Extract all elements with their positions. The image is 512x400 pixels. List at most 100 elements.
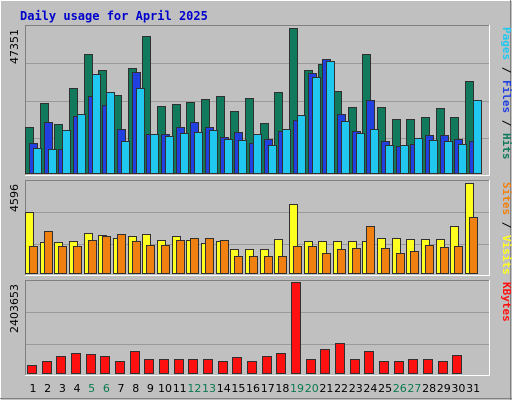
legend-entry: Hits [500, 133, 512, 160]
panel-usage: 47351 Pages / Files / Hits [8, 25, 512, 176]
bar-sites-day-28 [425, 245, 434, 274]
x-tick-label-day-23: 23 [349, 382, 363, 395]
bar-pages-day-8 [136, 88, 145, 174]
bar-kbytes-day-17 [262, 356, 272, 374]
x-tick-label-day-15: 15 [231, 382, 245, 395]
bar-kbytes-day-30 [452, 355, 462, 374]
bar-kbytes-day-13 [203, 359, 213, 374]
bar-pages-day-2 [48, 149, 57, 174]
bar-sites-day-12 [190, 238, 199, 274]
bar-sites-day-22 [337, 249, 346, 274]
bar-kbytes-day-25 [379, 361, 389, 374]
bar-sites-day-11 [176, 240, 185, 274]
x-tick-label-day-26: 26 [393, 382, 407, 395]
bar-sites-day-27 [410, 251, 419, 274]
bar-pages-day-16 [253, 134, 262, 174]
bar-pages-day-28 [429, 140, 438, 174]
bar-kbytes-day-12 [188, 359, 198, 374]
bar-pages-day-31 [473, 100, 482, 174]
bar-sites-day-13 [205, 238, 214, 274]
x-tick-label-day-20: 20 [305, 382, 319, 395]
x-tick-label-day-31: 31 [466, 382, 480, 395]
x-tick-label-day-21: 21 [319, 382, 333, 395]
bar-pages-day-20 [312, 77, 321, 174]
bar-sites-day-16 [249, 256, 258, 274]
bar-pages-day-13 [209, 130, 218, 174]
bar-pages-day-11 [180, 133, 189, 174]
legend-entry: / [500, 60, 512, 80]
bar-sites-day-24 [366, 226, 375, 274]
bar-sites-day-10 [161, 245, 170, 274]
panel-legend: KBytes [500, 282, 512, 322]
x-tick-label-day-9: 9 [147, 382, 154, 395]
x-tick-label-day-13: 13 [202, 382, 216, 395]
x-tick-label-day-25: 25 [378, 382, 392, 395]
x-tick-label-day-18: 18 [275, 382, 289, 395]
x-tick-label-day-1: 1 [30, 382, 37, 395]
bar-sites-day-4 [73, 246, 82, 274]
bar-kbytes-day-28 [423, 359, 433, 374]
bar-sites-day-2 [44, 231, 53, 274]
bar-sites-day-7 [117, 234, 126, 274]
x-tick-label-day-7: 7 [118, 382, 125, 395]
bar-sites-day-5 [88, 240, 97, 274]
bar-kbytes-day-27 [408, 359, 418, 374]
legend-entry: / [500, 113, 512, 133]
bar-pages-day-25 [385, 145, 394, 174]
x-tick-label-day-22: 22 [334, 382, 348, 395]
bar-kbytes-day-1 [27, 365, 37, 374]
bar-kbytes-day-24 [364, 351, 374, 374]
bar-sites-day-19 [293, 246, 302, 274]
bar-pages-day-10 [165, 136, 174, 174]
bar-sites-day-25 [381, 248, 390, 274]
bar-sites-day-1 [29, 246, 38, 274]
bar-sites-day-17 [264, 256, 273, 274]
bar-sites-day-26 [396, 253, 405, 274]
axis-max-label: 2403653 [8, 284, 21, 333]
bar-pages-day-5 [92, 74, 101, 174]
bar-pages-day-24 [370, 129, 379, 174]
bar-kbytes-day-21 [320, 349, 330, 374]
x-tick-label-day-28: 28 [422, 382, 436, 395]
x-tick-label-day-8: 8 [132, 382, 139, 395]
x-tick-label-day-30: 30 [451, 382, 465, 395]
bar-sites-day-30 [454, 246, 463, 274]
legend-entry: Files [500, 80, 512, 113]
bar-sites-day-23 [352, 248, 361, 274]
bar-sites-day-6 [102, 236, 111, 274]
bar-kbytes-day-11 [174, 359, 184, 374]
panel-legend: Sites / Visits [500, 182, 512, 275]
x-tick-label-day-12: 12 [187, 382, 201, 395]
x-tick-label-day-16: 16 [246, 382, 260, 395]
x-tick-label-day-4: 4 [74, 382, 81, 395]
bar-sites-day-31 [469, 217, 478, 274]
bar-sites-day-8 [132, 241, 141, 274]
bar-kbytes-day-5 [86, 354, 96, 374]
x-tick-label-day-5: 5 [88, 382, 95, 395]
bar-pages-day-19 [297, 115, 306, 174]
bar-kbytes-day-29 [438, 361, 448, 374]
bar-pages-day-27 [414, 138, 423, 174]
legend-entry: Sites [500, 182, 512, 215]
bar-pages-day-1 [33, 148, 42, 174]
bar-pages-day-9 [150, 134, 159, 174]
panel-legend: Pages / Files / Hits [500, 27, 512, 160]
bar-pages-day-12 [194, 132, 203, 174]
bar-kbytes-day-23 [350, 359, 360, 374]
x-tick-label-day-6: 6 [103, 382, 110, 395]
x-tick-label-day-11: 11 [173, 382, 187, 395]
bar-kbytes-day-20 [306, 359, 316, 374]
bar-sites-day-14 [220, 240, 229, 274]
legend-entry: / [500, 215, 512, 235]
bar-sites-day-29 [440, 247, 449, 274]
bar-sites-day-18 [278, 256, 287, 274]
legend-entry: Visits [500, 235, 512, 275]
bar-pages-day-4 [77, 114, 86, 174]
panel-kbytes: 2403653 KBytes [8, 280, 512, 376]
bar-pages-day-18 [282, 129, 291, 174]
bar-pages-day-3 [62, 130, 71, 174]
bar-kbytes-day-22 [335, 343, 345, 374]
bar-kbytes-day-26 [394, 361, 404, 374]
bar-pages-day-23 [356, 133, 365, 174]
bar-pages-day-26 [400, 145, 409, 174]
